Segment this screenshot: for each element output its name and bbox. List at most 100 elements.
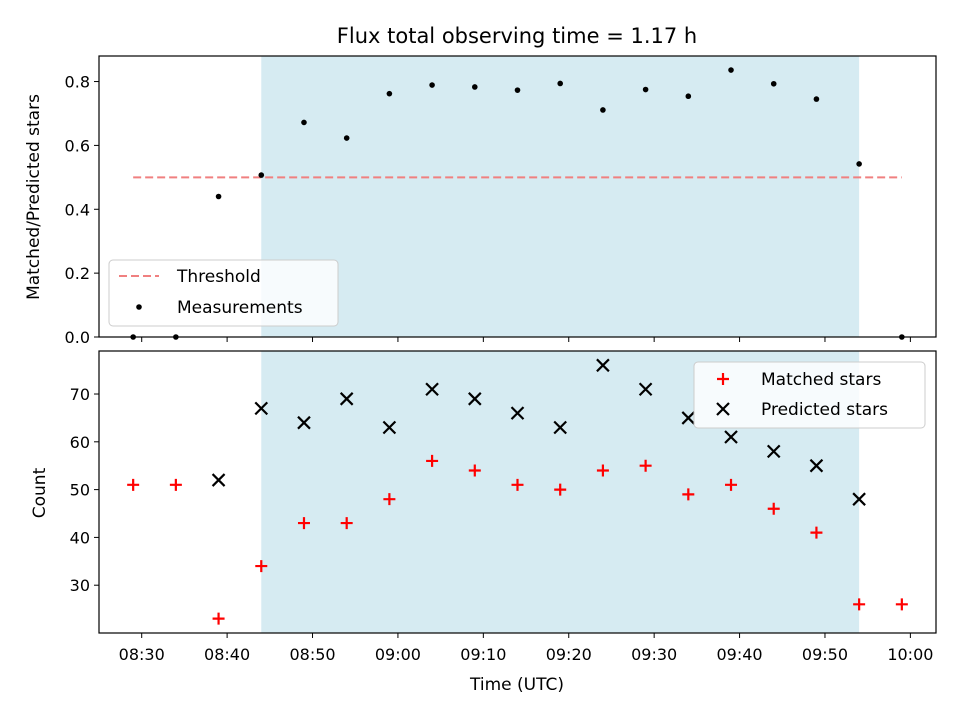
matched-star-point — [212, 612, 225, 625]
measurement-point — [215, 193, 222, 200]
measurement-point — [514, 87, 521, 93]
predicted-star-point — [425, 382, 439, 397]
matched-star-point — [725, 478, 738, 491]
bottom-axes-frame — [98, 350, 937, 634]
top-legend-box — [108, 259, 339, 327]
measurement-point — [429, 82, 435, 88]
predicted-star-point — [297, 415, 311, 430]
y-tick-label: 0.0 — [65, 328, 90, 347]
predicted-star-point — [553, 420, 567, 435]
predicted-star-point — [468, 392, 482, 406]
predicted-star-point — [681, 411, 696, 425]
top-axes-frame — [98, 55, 937, 338]
y-tick-label: 70 — [70, 385, 90, 404]
x-tick-label: 09:00 — [375, 645, 421, 664]
legend-measurements-swatch — [136, 304, 142, 310]
predicted-star-point — [638, 382, 653, 397]
predicted-star-point — [724, 430, 738, 444]
measurement-point — [471, 84, 478, 90]
measurement-point — [685, 93, 692, 100]
x-tick-label: 08:30 — [119, 645, 165, 664]
matched-star-point — [810, 526, 823, 539]
y-tick-label: 40 — [70, 528, 90, 547]
bottom-y-axis-label: Count — [30, 467, 50, 518]
measurement-point — [770, 80, 777, 87]
matched-star-point — [511, 478, 524, 491]
measurement-point — [728, 67, 734, 73]
x-tick-label: 09:30 — [631, 645, 677, 664]
predicted-star-point — [339, 392, 354, 406]
top-y-ticks: 0.0 0.2 0.4 0.6 0.8 — [65, 73, 99, 347]
measurement-point — [557, 80, 564, 87]
predicted-stars-points — [211, 358, 866, 506]
top-measurement-points — [130, 67, 905, 340]
legend-measurements-label: Measurements — [177, 298, 303, 318]
matched-star-point — [426, 454, 439, 467]
shaded-interval-rect — [261, 56, 860, 337]
y-tick-label: 50 — [70, 481, 90, 500]
matched-star-point — [554, 483, 567, 496]
matched-star-point — [127, 478, 140, 491]
bottom-legend-box — [693, 361, 926, 429]
matched-stars-points — [127, 454, 908, 625]
measurement-point — [642, 86, 649, 93]
measurement-point — [258, 172, 265, 178]
legend-matched-label: Matched stars — [761, 370, 881, 390]
x-tick-label: 08:40 — [204, 645, 250, 664]
bottom-y-ticks: 30 40 50 60 70 — [70, 385, 99, 595]
legend-predicted-swatch — [716, 402, 730, 416]
predicted-star-point — [852, 492, 866, 506]
matched-star-point — [169, 478, 182, 491]
predicted-star-point — [809, 458, 824, 473]
measurement-point — [813, 96, 820, 102]
top-shaded-interval — [261, 56, 860, 337]
predicted-star-point — [382, 420, 397, 435]
x-tick-label: 08:50 — [289, 645, 335, 664]
x-tick-label: 10:00 — [887, 645, 933, 664]
y-tick-label: 0.2 — [65, 264, 90, 283]
matched-star-point — [297, 517, 310, 530]
measurement-point — [600, 107, 606, 113]
x-tick-label: 09:20 — [546, 645, 592, 664]
bottom-x-ticks: 08:30 08:40 08:50 09:00 09:10 09:20 09:30 09:40… — [119, 633, 933, 664]
matched-star-point — [383, 493, 396, 506]
measurement-point — [343, 135, 350, 141]
top-x-ticks — [141, 337, 911, 342]
bottom-panel: 30 40 50 60 70 08:30 08:40 08:50 09:00 09:10 09:2… — [30, 350, 937, 695]
matched-star-point — [468, 464, 481, 477]
x-axis-label: Time (UTC) — [469, 675, 564, 695]
x-tick-label: 09:10 — [460, 645, 506, 664]
top-legend: Threshold Measurements — [108, 259, 339, 327]
predicted-star-point — [766, 444, 781, 459]
y-tick-label: 0.4 — [65, 200, 90, 219]
top-y-axis-label: Matched/Predicted stars — [24, 94, 44, 300]
matched-star-point — [853, 598, 866, 611]
matched-star-point — [340, 517, 353, 530]
measurement-point — [856, 161, 862, 167]
x-tick-label: 09:40 — [717, 645, 763, 664]
y-tick-label: 30 — [70, 576, 90, 595]
matched-star-point — [255, 560, 268, 573]
matched-star-point — [682, 488, 695, 501]
legend-threshold-label: Threshold — [176, 267, 261, 287]
measurement-point — [301, 119, 307, 126]
matched-star-point — [639, 459, 652, 472]
matched-star-point — [895, 598, 908, 611]
predicted-star-point — [211, 473, 226, 487]
y-tick-label: 0.6 — [65, 136, 90, 155]
matched-star-point — [767, 502, 780, 515]
matched-star-point — [596, 464, 609, 477]
predicted-star-point — [596, 358, 610, 373]
predicted-star-point — [254, 401, 269, 416]
y-tick-label: 0.8 — [65, 73, 90, 92]
legend-predicted-label: Predicted stars — [761, 400, 888, 420]
bottom-legend: Matched stars Predicted stars — [693, 361, 926, 429]
chart-title: Flux total observing time = 1.17 h — [337, 24, 697, 48]
legend-matched-swatch — [717, 373, 729, 385]
top-panel: 0.00.20.40.60.8 Matched/Predicted stars … — [24, 55, 937, 347]
measurement-point — [386, 90, 393, 97]
y-tick-label: 60 — [70, 433, 90, 452]
predicted-star-point — [510, 406, 525, 420]
x-tick-label: 09:50 — [802, 645, 848, 664]
